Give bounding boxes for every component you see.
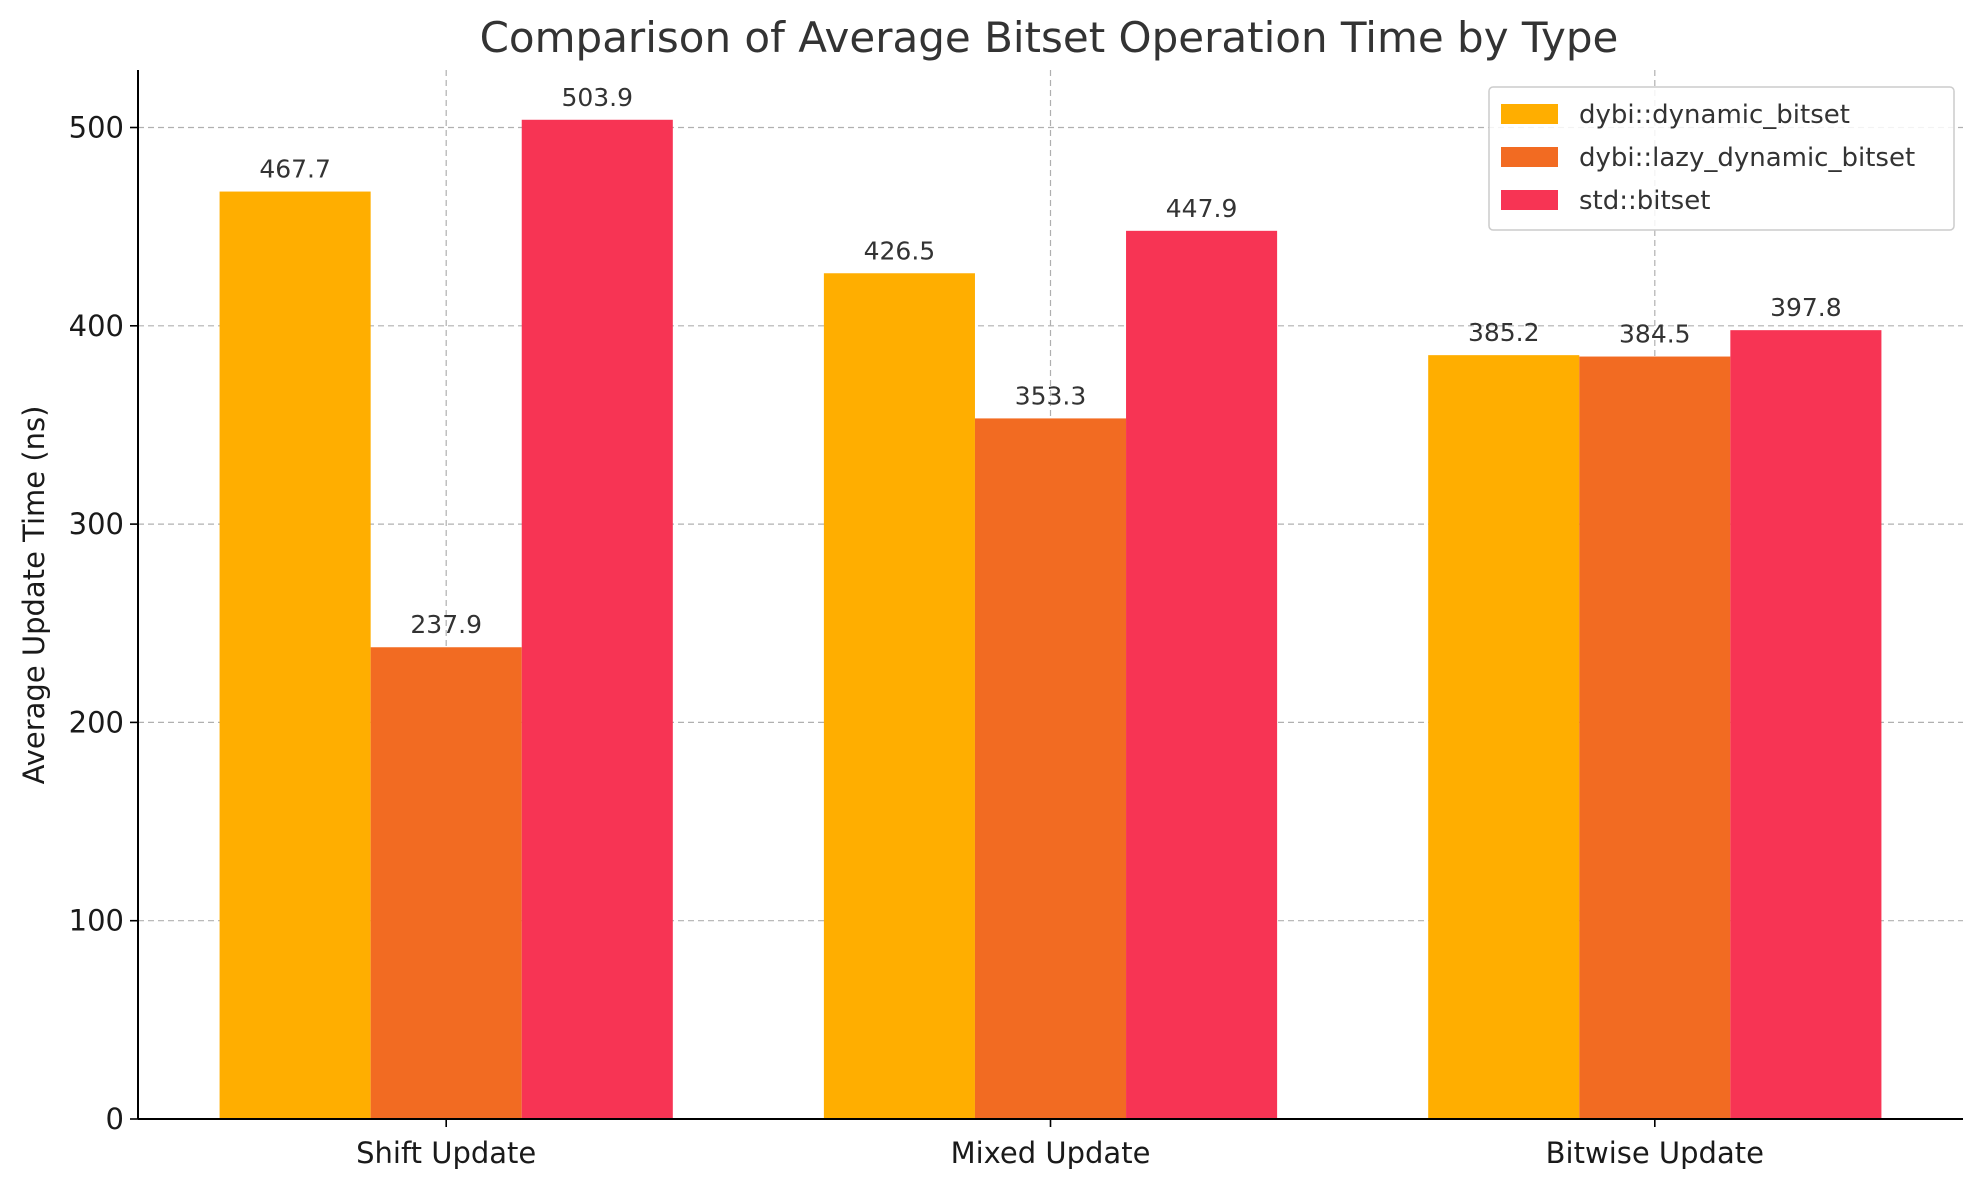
value-labels: 467.7 426.5 385.2 237.9 353.3 384.5 503.9 447.9…	[259, 83, 1841, 639]
legend-label: std::bitset	[1579, 186, 1710, 216]
bar-value-label: 447.9	[1166, 194, 1238, 223]
legend-swatch	[1501, 147, 1558, 167]
bar-value-label: 397.8	[1770, 293, 1842, 322]
chart-title: Comparison of Average Bitset Operation T…	[480, 13, 1619, 62]
bar-value-label: 467.7	[259, 155, 331, 184]
y-tick-label: 500	[69, 111, 124, 145]
bar	[823, 273, 975, 1120]
x-tick-label: Mixed Update	[951, 1136, 1151, 1170]
bar	[521, 119, 673, 1120]
x-tick-label: Bitwise Update	[1546, 1136, 1764, 1170]
bar-value-label: 384.5	[1619, 320, 1691, 349]
bar-value-label: 426.5	[864, 236, 936, 265]
bar-value-label: 237.9	[410, 610, 482, 639]
legend-label: dybi::dynamic_bitset	[1579, 100, 1850, 130]
bar-value-label: 503.9	[561, 83, 633, 112]
bar	[1579, 356, 1731, 1119]
y-tick-label: 100	[69, 904, 124, 938]
y-tick-label: 0	[106, 1102, 124, 1136]
legend-box	[1488, 86, 1955, 231]
bar	[1730, 330, 1882, 1120]
bar	[974, 418, 1127, 1119]
y-tick-label: 200	[69, 705, 124, 739]
y-axis-label: Average Update Time (ns)	[17, 406, 51, 785]
legend: dybi::dynamic_bitsetdybi::lazy_dynamic_b…	[1488, 86, 1955, 231]
y-tick-label: 300	[69, 507, 124, 541]
legend-swatch	[1501, 104, 1558, 124]
bar	[1428, 355, 1580, 1119]
bar	[370, 647, 522, 1119]
y-tick-label: 400	[69, 309, 124, 343]
axes	[130, 70, 1963, 1127]
bars	[219, 119, 1882, 1120]
bar-value-label: 353.3	[1015, 381, 1087, 410]
bar	[219, 191, 371, 1120]
legend-swatch	[1501, 190, 1558, 210]
x-tick-label: Shift Update	[356, 1136, 536, 1170]
bar	[1126, 230, 1278, 1120]
bar-value-label: 385.2	[1468, 318, 1540, 347]
tick-labels: 0 100 200 300 400 500 Shift Update Mixed Update…	[69, 111, 1764, 1170]
legend-label: dybi::lazy_dynamic_bitset	[1579, 143, 1915, 173]
